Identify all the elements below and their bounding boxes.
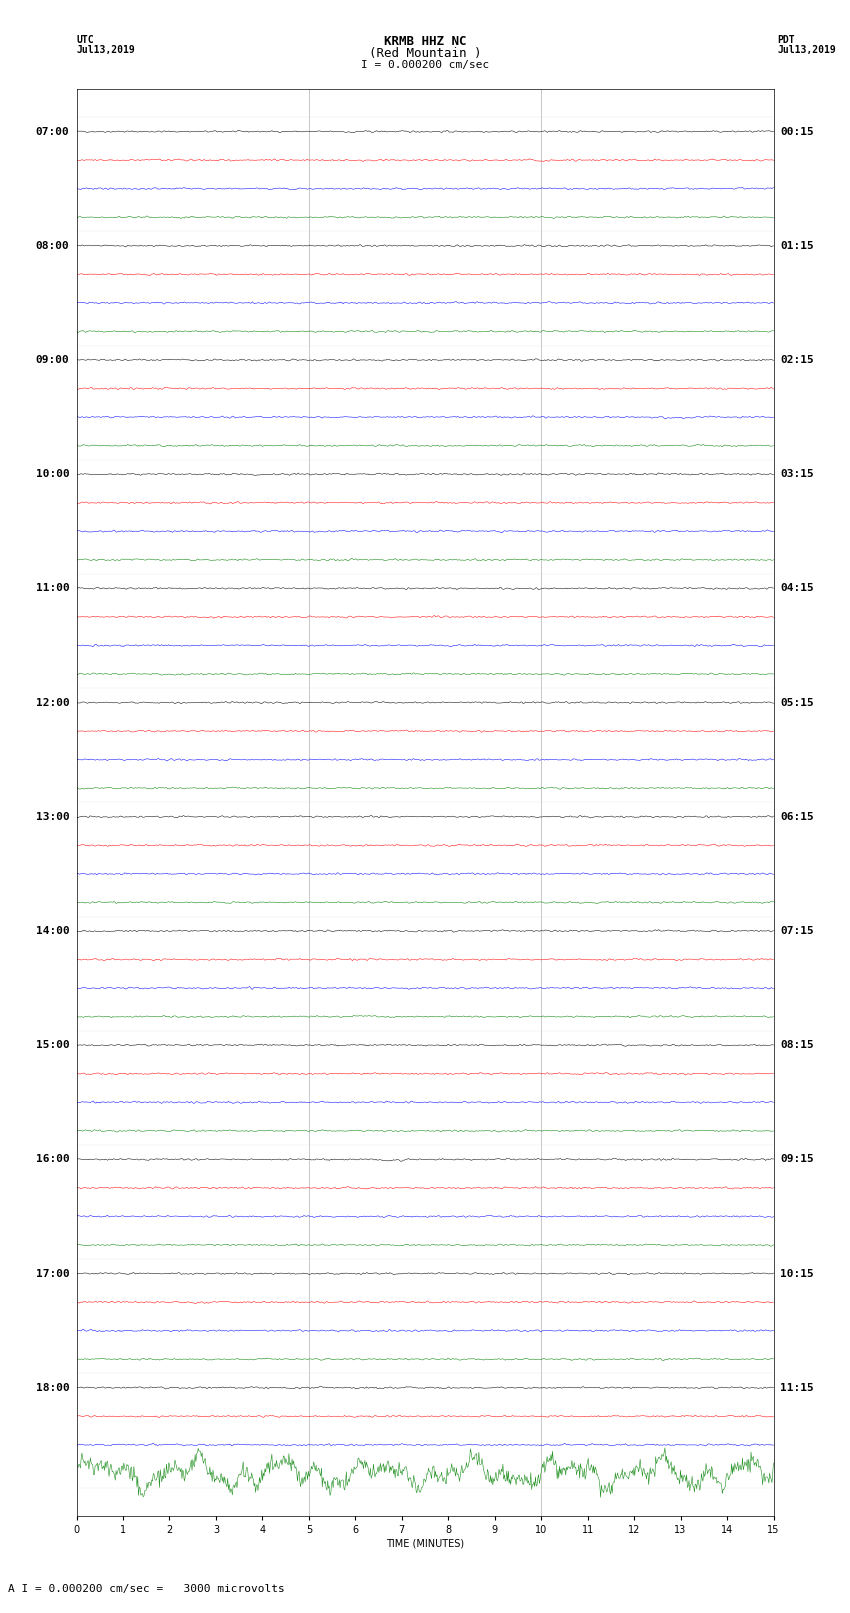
Text: 01:15: 01:15 [780,240,814,250]
Text: 03:15: 03:15 [780,469,814,479]
Text: 09:00: 09:00 [36,355,70,365]
Text: (Red Mountain ): (Red Mountain ) [369,47,481,60]
Text: 00:15: 00:15 [780,126,814,137]
Text: 13:00: 13:00 [36,811,70,821]
Text: 11:00: 11:00 [36,584,70,594]
Text: 17:00: 17:00 [36,1268,70,1279]
Text: A I = 0.000200 cm/sec =   3000 microvolts: A I = 0.000200 cm/sec = 3000 microvolts [8,1584,286,1594]
Text: KRMB HHZ NC: KRMB HHZ NC [383,35,467,48]
Text: 16:00: 16:00 [36,1155,70,1165]
Text: PDT: PDT [778,35,796,45]
Text: 08:00: 08:00 [36,240,70,250]
Text: 06:15: 06:15 [780,811,814,821]
Text: 11:15: 11:15 [780,1382,814,1392]
Text: 08:15: 08:15 [780,1040,814,1050]
Text: 14:00: 14:00 [36,926,70,936]
Text: 07:00: 07:00 [36,126,70,137]
Text: 04:15: 04:15 [780,584,814,594]
Text: 18:00: 18:00 [36,1382,70,1392]
Text: 09:15: 09:15 [780,1155,814,1165]
Text: 15:00: 15:00 [36,1040,70,1050]
Text: Jul13,2019: Jul13,2019 [76,45,135,55]
Text: 07:15: 07:15 [780,926,814,936]
Text: 12:00: 12:00 [36,697,70,708]
Text: 02:15: 02:15 [780,355,814,365]
Text: 05:15: 05:15 [780,697,814,708]
Text: 10:15: 10:15 [780,1268,814,1279]
X-axis label: TIME (MINUTES): TIME (MINUTES) [386,1539,464,1548]
Text: 10:00: 10:00 [36,469,70,479]
Text: UTC: UTC [76,35,94,45]
Text: Jul13,2019: Jul13,2019 [778,45,836,55]
Text: I = 0.000200 cm/sec: I = 0.000200 cm/sec [361,60,489,69]
